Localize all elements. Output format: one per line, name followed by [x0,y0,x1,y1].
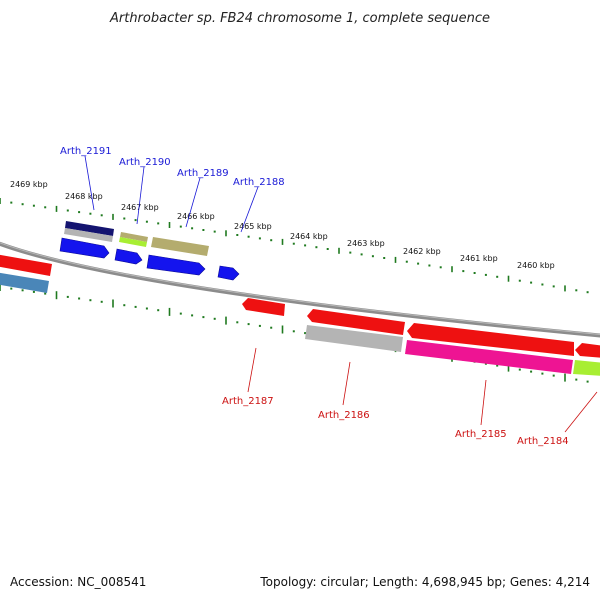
gene-labels-top: Arth_2191 Arth_2190 Arth_2189 Arth_2188 [60,146,285,188]
gene-label[interactable]: Arth_2184 [517,436,569,447]
gene-label[interactable]: Arth_2191 [60,146,112,157]
scale-label: 2463 kbp [347,239,385,248]
gene-block[interactable] [573,360,600,376]
gene-arrow[interactable] [575,343,600,358]
scale-ticks-inner [0,283,589,383]
gene-block[interactable] [119,237,147,247]
scale-label: 2462 kbp [403,247,441,256]
scale-label: 2464 kbp [290,232,328,241]
gene-block[interactable] [64,228,113,242]
gene-label[interactable]: Arth_2187 [222,396,274,407]
gene-label[interactable]: Arth_2185 [455,429,507,440]
scale-label: 2465 kbp [234,222,272,231]
gene-block[interactable] [305,325,403,352]
gene-block[interactable] [65,221,114,236]
accession-text: Accession: NC_008541 [10,575,146,589]
gene-block[interactable] [120,232,148,242]
label-leaders-bottom [247,347,598,433]
scale-labels: 2469 kbp 2468 kbp 2467 kbp 2466 kbp 2465… [10,180,555,270]
gene-label[interactable]: Arth_2189 [177,168,229,179]
topology-text: Topology: circular; Length: 4,698,945 bp… [259,575,590,589]
scale-label: 2466 kbp [177,212,215,221]
scale-label: 2467 kbp [121,203,159,212]
gene-label[interactable]: Arth_2190 [119,157,171,168]
gene-arrow[interactable] [114,248,143,265]
genes-outer-track [59,221,240,281]
gene-arrow[interactable] [59,237,110,259]
genes-left-partial [0,254,52,293]
gene-block[interactable] [405,340,573,374]
gene-arrow[interactable] [217,265,240,281]
scale-label: 2460 kbp [517,261,555,270]
chromosome-backbone [0,241,600,338]
gene-arrow[interactable] [242,298,285,316]
gene-block[interactable] [0,254,52,276]
gene-labels-bottom: Arth_2187 Arth_2186 Arth_2185 Arth_2184 [222,396,569,447]
gene-label[interactable]: Arth_2186 [318,410,370,421]
scale-label: 2468 kbp [65,192,103,201]
gene-block[interactable] [0,272,49,293]
map-title: Arthrobacter sp. FB24 chromosome 1, comp… [109,11,490,26]
genes-inner-track [242,298,600,376]
gene-arrow[interactable] [307,309,405,335]
scale-label: 2461 kbp [460,254,498,263]
scale-ticks-outer [0,198,589,294]
label-leaders-top [84,155,259,233]
gene-arrow[interactable] [407,323,574,356]
scale-label: 2469 kbp [10,180,48,189]
gene-block[interactable] [151,237,209,256]
gene-label[interactable]: Arth_2188 [233,177,285,188]
gene-arrow[interactable] [146,254,206,276]
